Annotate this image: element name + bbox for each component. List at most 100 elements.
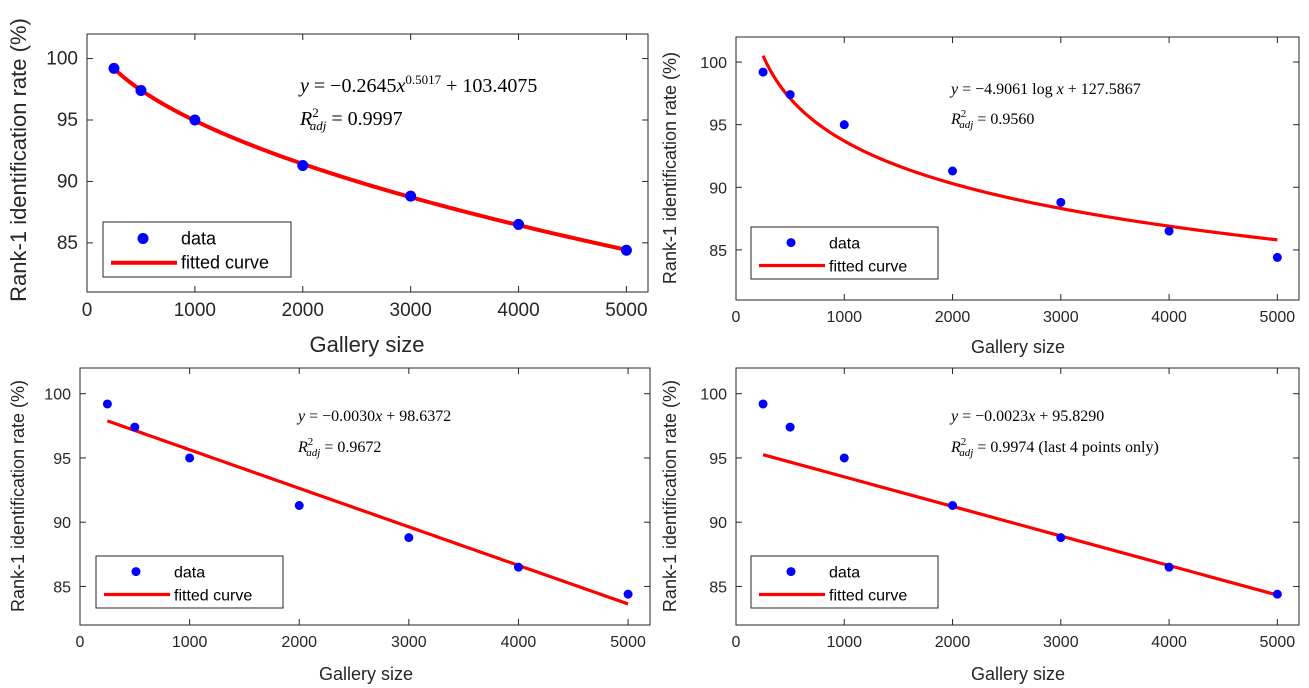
legend-label-fitted-curve: fitted curve [829,258,907,275]
x-tick-label: 1000 [826,309,862,326]
x-tick-label: 2000 [935,309,971,326]
y-axis-label: Rank-1 identification rate (%) [8,380,28,612]
data-point [513,218,525,230]
x-tick-label: 3000 [1043,634,1079,651]
data-point [839,120,849,130]
y-tick-label: 95 [57,110,78,131]
data-point [785,422,795,432]
chart-panel-top-left: 0 1000 2000 3000 4000 5000 85 90 95 100 Gallery si… [6,18,649,357]
data-point [948,500,958,510]
legend-box [750,555,939,609]
data-point [1272,252,1282,262]
x-tick-label: 4000 [1151,309,1187,326]
data-point [294,500,304,510]
chart-panel-top-right: 0 1000 2000 3000 4000 5000 85 90 95 100 Gallery si… [660,36,1300,357]
x-tick-label: 0 [76,634,85,651]
x-axis-label: Gallery size [319,664,413,684]
x-tick-label: 3000 [390,300,432,321]
legend-label-data: data [174,565,205,582]
x-tick-label: 1000 [174,300,216,321]
y-tick-label: 90 [709,180,727,197]
equation-line-1: y = −0.2645x0.5017 + 103.4075 [298,72,537,97]
data-point [785,90,795,100]
legend-label-fitted-curve: fitted curve [174,587,252,604]
data-point [130,422,140,432]
x-axis-label: Gallery size [971,337,1065,357]
x-tick-label: 5000 [605,300,647,321]
data-point [185,453,195,463]
legend-label-fitted-curve: fitted curve [181,253,269,273]
data-point [108,62,120,74]
y-tick-label: 85 [709,579,727,596]
y-tick-label: 90 [709,515,727,532]
y-axis-label: Rank-1 identification rate (%) [660,52,680,284]
plot-area-frame [79,367,651,626]
y-tick-label: 100 [44,387,71,404]
x-tick-label: 4000 [497,300,539,321]
legend-data-marker [786,238,796,248]
legend-label-data: data [181,229,217,249]
data-point [948,166,958,176]
legend: data fitted curve [102,221,292,278]
chart-panel-bottom-left: 0 1000 2000 3000 4000 5000 85 90 95 100 Gallery si… [8,367,651,684]
equation-line-2: R2 adj = 0.9672 [297,436,381,459]
x-tick-label: 0 [732,634,741,651]
legend-data-marker [131,567,141,577]
equation-line-2: R2 adj = 0.9560 [950,108,1034,131]
x-tick-label: 2000 [281,634,317,651]
plot-area-frame [86,33,649,293]
y-tick-label: 90 [57,171,78,192]
x-tick-label: 2000 [282,300,324,321]
data-point [297,159,309,171]
x-tick-label: 5000 [1260,634,1296,651]
legend: data fitted curve [95,555,284,609]
x-tick-label: 4000 [1151,634,1187,651]
data-point [623,589,633,599]
x-axis-label: Gallery size [971,664,1065,684]
data-point [1164,226,1174,236]
x-tick-label: 1000 [172,634,208,651]
equation-line-1: y = −4.9061 log x + 127.5867 [949,81,1141,98]
x-tick-label: 0 [732,309,741,326]
y-axis-label: Rank-1 identification rate (%) [660,380,680,612]
y-tick-label: 100 [46,49,78,70]
data-point [405,190,417,202]
fitted-curve-line [762,453,1278,597]
y-tick-label: 95 [709,118,727,135]
data-point [189,114,201,126]
legend: data fitted curve [750,555,939,609]
fitted-curve-line [106,419,629,606]
data-point [1164,562,1174,572]
x-tick-label: 2000 [935,634,971,651]
y-tick-label: 100 [700,387,727,404]
legend-box [750,226,939,280]
plot-area-frame [735,36,1300,301]
equation-line-1: y = −0.0023x + 95.8290 [949,408,1104,425]
data-point [1272,589,1282,599]
legend-label-data: data [829,236,860,253]
chart-panel-bottom-right: 0 1000 2000 3000 4000 5000 85 90 95 100 Gallery si… [660,367,1300,684]
y-tick-label: 85 [57,233,78,254]
x-tick-label: 5000 [610,634,646,651]
y-axis-label: Rank-1 identification rate (%) [6,18,31,302]
data-point [620,244,632,256]
legend-data-marker [137,233,149,244]
data-point [1056,533,1066,543]
x-tick-label: 1000 [826,634,862,651]
x-tick-label: 4000 [501,634,537,651]
legend-box [102,221,292,278]
data-point [758,67,768,77]
legend: data fitted curve [750,226,939,280]
y-tick-label: 95 [53,451,71,468]
y-tick-label: 85 [709,243,727,260]
data-point [1056,197,1066,207]
legend-label-data: data [829,565,860,582]
x-tick-label: 3000 [1043,309,1079,326]
legend-data-marker [786,567,796,577]
data-point [404,533,414,543]
data-point [839,453,849,463]
equation-line-1: y = −0.0030x + 98.6372 [296,408,451,425]
data-point [758,399,768,409]
legend-box [95,555,284,609]
